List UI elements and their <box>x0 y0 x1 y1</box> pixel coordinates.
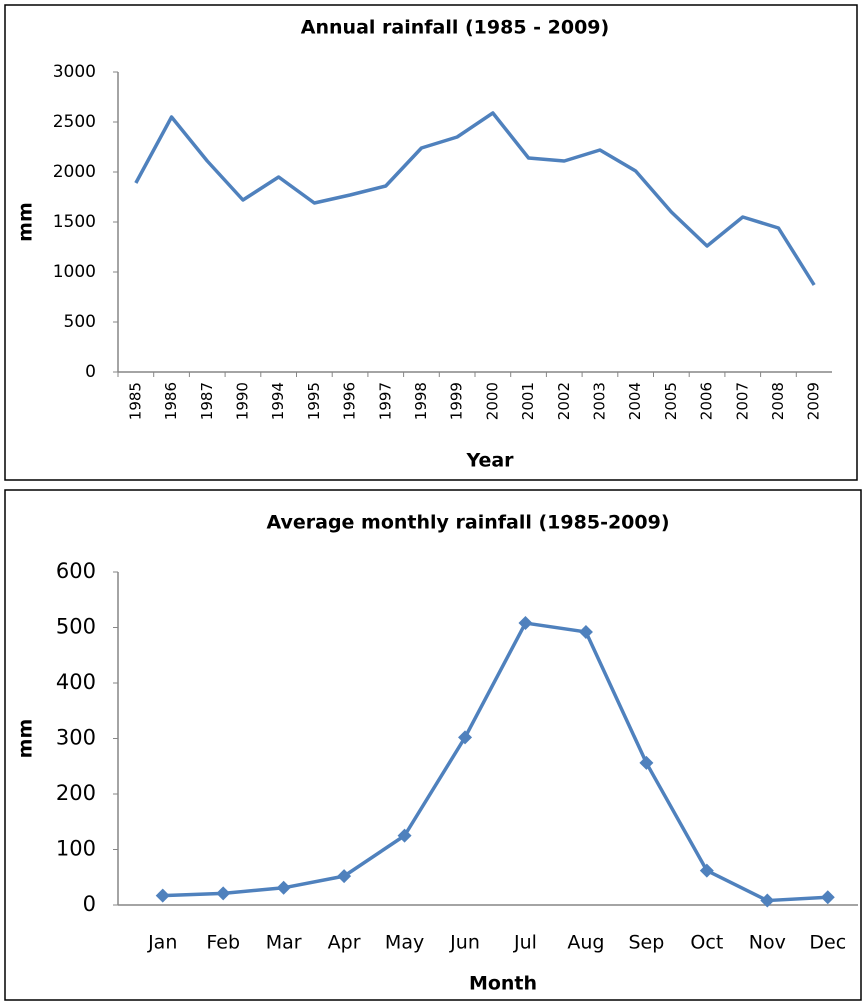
y-tick-label: 0 <box>85 362 96 382</box>
data-point <box>155 888 170 903</box>
data-point <box>518 616 533 631</box>
x-tick-label: 1996 <box>341 382 359 420</box>
x-tick-label: 1985 <box>126 382 144 420</box>
data-point <box>699 863 714 878</box>
y-tick-label: 2000 <box>53 162 96 182</box>
x-tick-label: 1999 <box>448 382 466 420</box>
x-tick-label: 1987 <box>198 382 216 420</box>
x-tick-label: May <box>385 932 424 954</box>
y-axis-title: mm <box>15 719 37 759</box>
data-line <box>162 621 828 903</box>
data-point <box>639 755 654 770</box>
x-tick-label: 1997 <box>376 382 394 420</box>
y-tick-label: 400 <box>56 670 96 694</box>
x-tick-label: Aug <box>567 932 604 954</box>
x-tick-label: Jan <box>147 932 177 954</box>
chart-title: Annual rainfall (1985 - 2009) <box>301 17 609 39</box>
x-tick-label: 2005 <box>662 382 680 420</box>
data-point <box>397 828 412 843</box>
x-tick-label: Mar <box>266 932 302 954</box>
x-axis-title: Month <box>469 973 537 995</box>
y-tick-label: 100 <box>56 837 96 861</box>
x-tick-label: 2009 <box>805 382 823 420</box>
x-tick-label: Apr <box>328 932 361 954</box>
data-line <box>134 111 816 286</box>
chart-frame <box>4 489 862 1001</box>
x-tick-label: 2002 <box>555 382 573 420</box>
data-point <box>820 890 835 905</box>
x-tick-label: Oct <box>690 932 723 954</box>
x-tick-label: 1995 <box>305 382 323 420</box>
y-tick-label: 600 <box>56 559 96 583</box>
x-tick-label: 1986 <box>162 382 180 420</box>
y-tick-label: 3000 <box>53 62 96 82</box>
x-tick-label: 2006 <box>698 382 716 420</box>
x-tick-label: 2008 <box>769 382 787 420</box>
y-tick-label: 2500 <box>53 112 96 132</box>
y-tick-label: 500 <box>56 615 96 639</box>
y-tick-label: 200 <box>56 781 96 805</box>
x-tick-label: Feb <box>206 932 240 954</box>
y-tick-label: 0 <box>83 892 96 916</box>
data-point <box>276 880 291 895</box>
data-point <box>578 624 593 639</box>
x-tick-label: Nov <box>749 932 786 954</box>
y-tick-label: 1000 <box>53 262 96 282</box>
data-point <box>216 886 231 901</box>
x-tick-label: Dec <box>809 932 846 954</box>
x-tick-label: 1998 <box>412 382 430 420</box>
y-tick-label: 1500 <box>53 212 96 232</box>
x-tick-label: 1990 <box>233 382 251 420</box>
y-axis-title: mm <box>15 202 37 242</box>
x-tick-label: 2003 <box>590 382 608 420</box>
data-point <box>760 893 775 908</box>
y-tick-label: 500 <box>64 312 96 332</box>
x-tick-label: 2000 <box>483 382 501 420</box>
x-axis-title: Year <box>465 450 514 472</box>
x-tick-label: 2001 <box>519 382 537 420</box>
x-tick-label: 2004 <box>626 382 644 420</box>
x-tick-label: 2007 <box>733 382 751 420</box>
chart-frame <box>4 4 858 481</box>
y-tick-label: 300 <box>56 726 96 750</box>
x-tick-label: Jun <box>449 932 480 954</box>
chart-title: Average monthly rainfall (1985-2009) <box>266 512 669 534</box>
data-point <box>458 730 473 745</box>
x-tick-label: 1994 <box>269 382 287 420</box>
x-tick-label: Sep <box>628 932 664 954</box>
x-tick-label: Jul <box>513 932 537 954</box>
data-point <box>337 869 352 884</box>
